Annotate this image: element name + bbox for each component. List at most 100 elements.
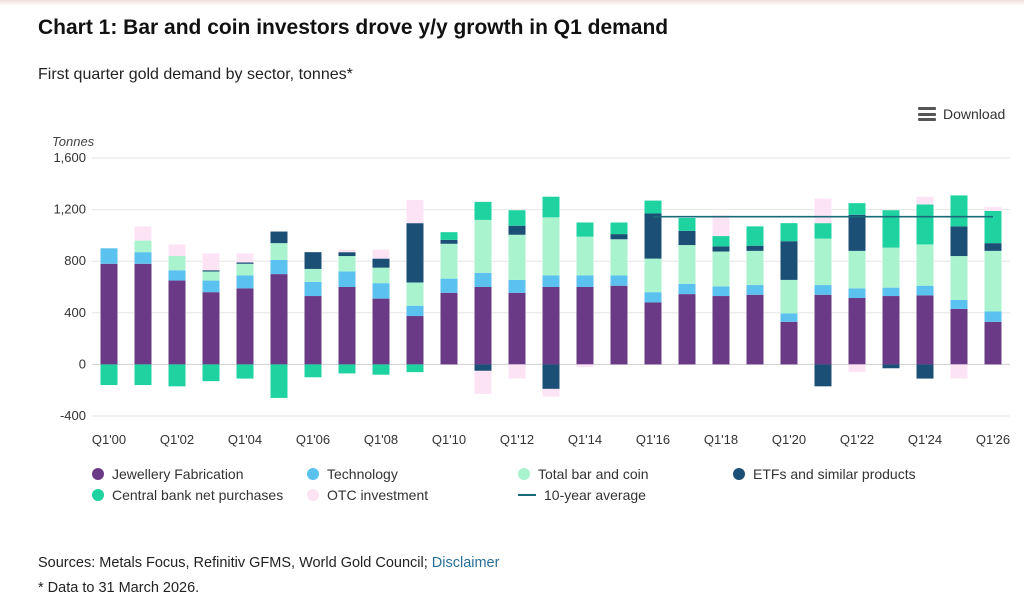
bar-central_bank[interactable] [168, 364, 186, 387]
bar-jewellery[interactable] [712, 296, 730, 365]
bar-jewellery[interactable] [576, 287, 594, 365]
bar-central_bank[interactable] [746, 226, 764, 246]
bar-barcoin[interactable] [712, 251, 730, 287]
bar-otc[interactable] [916, 196, 934, 205]
bar-central_bank[interactable] [712, 236, 730, 247]
bar-jewellery[interactable] [474, 287, 492, 365]
bar-technology[interactable] [372, 283, 390, 299]
bar-barcoin[interactable] [304, 268, 322, 282]
bar-jewellery[interactable] [372, 298, 390, 365]
download-button[interactable]: Download [918, 106, 1005, 122]
bar-jewellery[interactable] [814, 294, 832, 365]
bar-technology[interactable] [508, 279, 526, 293]
bar-otc[interactable] [848, 364, 866, 373]
bar-barcoin[interactable] [474, 219, 492, 273]
bar-central_bank[interactable] [780, 223, 798, 242]
bar-otc[interactable] [134, 226, 152, 241]
bar-central_bank[interactable] [406, 364, 424, 373]
bar-jewellery[interactable] [406, 316, 424, 365]
bar-barcoin[interactable] [610, 239, 628, 276]
bar-barcoin[interactable] [678, 245, 696, 284]
bar-technology[interactable] [202, 280, 220, 293]
bar-barcoin[interactable] [984, 250, 1002, 312]
bar-technology[interactable] [746, 285, 764, 295]
bar-etf[interactable] [236, 262, 254, 264]
legend-item-technology[interactable]: Technology [307, 466, 398, 482]
bar-etf[interactable] [746, 245, 764, 251]
bar-etf[interactable] [644, 213, 662, 259]
legend-item-average[interactable]: 10-year average [518, 487, 646, 503]
bar-technology[interactable] [678, 283, 696, 295]
bar-jewellery[interactable] [542, 287, 560, 365]
bar-barcoin[interactable] [644, 258, 662, 293]
bar-technology[interactable] [338, 271, 356, 287]
bar-jewellery[interactable] [236, 288, 254, 365]
bar-central_bank[interactable] [814, 223, 832, 239]
bar-otc[interactable] [168, 244, 186, 257]
bar-jewellery[interactable] [134, 263, 152, 365]
bar-central_bank[interactable] [440, 232, 458, 240]
bar-jewellery[interactable] [644, 302, 662, 365]
bar-central_bank[interactable] [882, 210, 900, 248]
bar-technology[interactable] [780, 313, 798, 322]
bar-technology[interactable] [950, 299, 968, 309]
bar-otc[interactable] [950, 364, 968, 379]
bar-jewellery[interactable] [950, 308, 968, 365]
bar-jewellery[interactable] [746, 294, 764, 365]
bar-jewellery[interactable] [304, 296, 322, 365]
bar-jewellery[interactable] [202, 292, 220, 365]
bar-central_bank[interactable] [508, 210, 526, 226]
bar-technology[interactable] [100, 248, 118, 264]
bar-etf[interactable] [508, 225, 526, 235]
bar-barcoin[interactable] [576, 236, 594, 276]
bar-technology[interactable] [916, 285, 934, 296]
legend-item-otc[interactable]: OTC investment [307, 487, 428, 503]
bar-otc[interactable] [576, 364, 594, 367]
legend-item-etf[interactable]: ETFs and similar products [733, 466, 916, 482]
bar-otc[interactable] [984, 207, 1002, 211]
bar-etf[interactable] [202, 270, 220, 272]
bar-central_bank[interactable] [678, 217, 696, 231]
bar-otc[interactable] [712, 215, 730, 237]
bar-jewellery[interactable] [100, 263, 118, 365]
bar-technology[interactable] [270, 259, 288, 275]
bar-jewellery[interactable] [780, 321, 798, 365]
bar-technology[interactable] [134, 252, 152, 264]
bar-jewellery[interactable] [848, 297, 866, 365]
bar-otc[interactable] [372, 249, 390, 259]
bar-barcoin[interactable] [168, 256, 186, 271]
bar-barcoin[interactable] [542, 217, 560, 276]
bar-barcoin[interactable] [134, 240, 152, 253]
bar-technology[interactable] [440, 278, 458, 293]
bar-etf[interactable] [304, 252, 322, 269]
bar-barcoin[interactable] [882, 247, 900, 288]
bar-jewellery[interactable] [916, 295, 934, 365]
bar-central_bank[interactable] [304, 364, 322, 378]
bar-central_bank[interactable] [474, 201, 492, 220]
bar-etf[interactable] [610, 234, 628, 240]
bar-technology[interactable] [542, 275, 560, 287]
bar-etf[interactable] [712, 246, 730, 252]
bar-etf[interactable] [440, 239, 458, 244]
bar-central_bank[interactable] [134, 364, 152, 386]
bar-technology[interactable] [814, 285, 832, 295]
bar-barcoin[interactable] [338, 256, 356, 272]
bar-technology[interactable] [644, 292, 662, 303]
bar-etf[interactable] [984, 243, 1002, 251]
bar-otc[interactable] [814, 198, 832, 224]
bar-jewellery[interactable] [678, 294, 696, 365]
bar-jewellery[interactable] [270, 274, 288, 365]
bar-central_bank[interactable] [644, 200, 662, 214]
bar-etf[interactable] [848, 214, 866, 251]
bar-technology[interactable] [610, 275, 628, 286]
bar-otc[interactable] [202, 253, 220, 271]
bar-barcoin[interactable] [270, 243, 288, 260]
bar-jewellery[interactable] [440, 292, 458, 365]
bar-otc[interactable] [474, 370, 492, 395]
bar-jewellery[interactable] [508, 292, 526, 365]
bar-central_bank[interactable] [338, 364, 356, 374]
bar-etf[interactable] [814, 364, 832, 387]
bar-otc[interactable] [236, 253, 254, 263]
bar-central_bank[interactable] [100, 364, 118, 386]
bar-etf[interactable] [338, 252, 356, 257]
